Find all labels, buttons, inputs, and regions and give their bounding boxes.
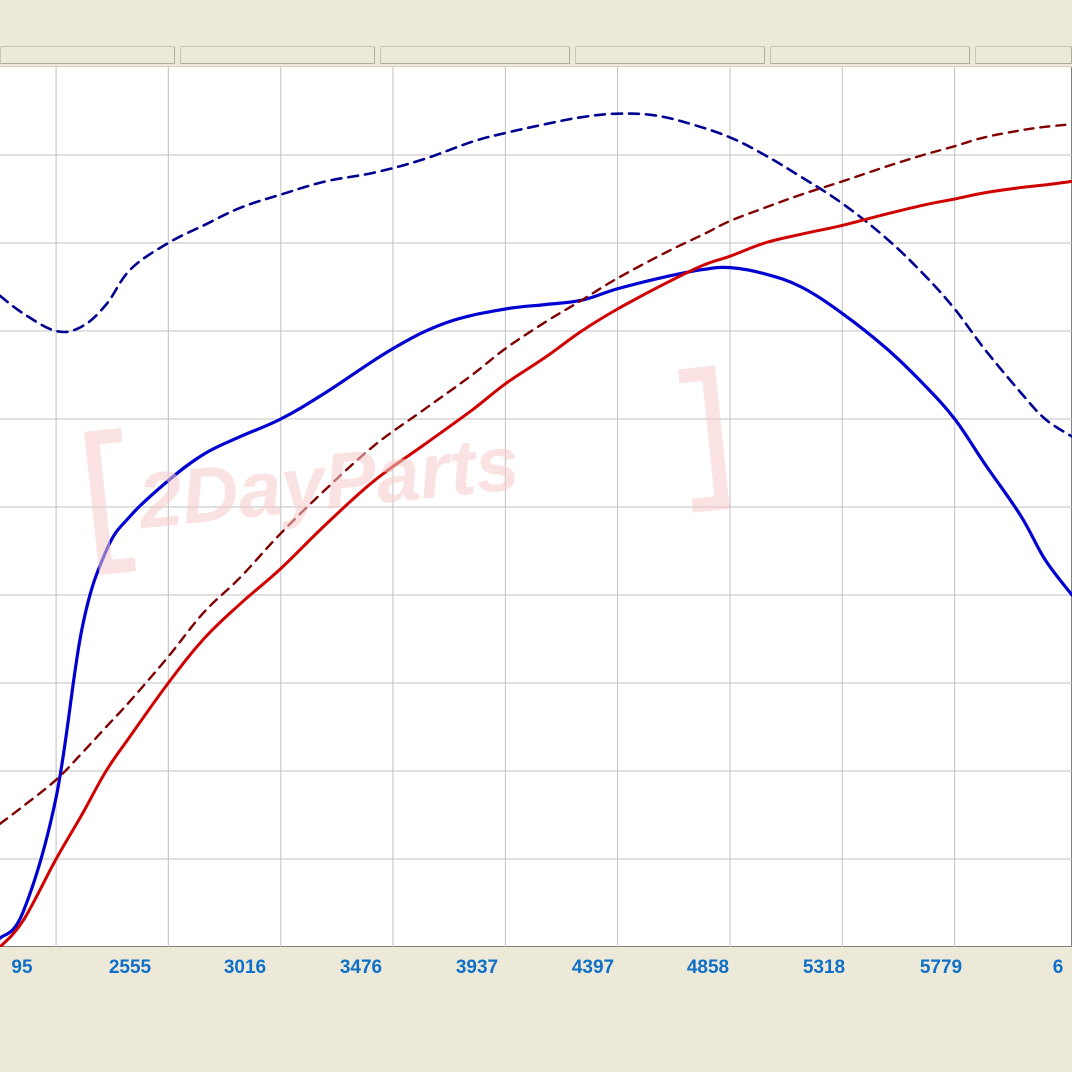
toolbar-button[interactable] (575, 46, 765, 64)
x-tick-label: 3476 (340, 957, 382, 979)
x-tick-label: 6 (1053, 957, 1064, 979)
toolbar-button[interactable] (0, 46, 175, 64)
plot-surface: 2DayParts (0, 67, 1072, 947)
chart-svg (0, 67, 1072, 947)
toolbar-button[interactable] (770, 46, 970, 64)
x-tick-label: 3016 (224, 957, 266, 979)
toolbar-button[interactable] (975, 46, 1072, 64)
series-blue_solid (0, 267, 1072, 938)
chart-area: 2DayParts 95 2555 3016 3476 3937 4397 4858 5318… (0, 67, 1072, 1072)
toolbar-button[interactable] (180, 46, 375, 64)
x-tick-label: 5318 (803, 957, 845, 979)
toolbar (0, 0, 1072, 67)
x-tick-label: 5779 (920, 957, 962, 979)
series-red_solid (0, 181, 1072, 947)
toolbar-button[interactable] (380, 46, 570, 64)
x-tick-label: 4397 (572, 957, 614, 979)
window-frame: 2DayParts 95 2555 3016 3476 3937 4397 4858 5318… (0, 0, 1072, 1072)
series-blue_dashed (0, 114, 1072, 437)
x-tick-label: 2555 (109, 957, 151, 979)
x-tick-label: 4858 (687, 957, 729, 979)
series-red_dashed (0, 124, 1072, 824)
x-tick-label: 3937 (456, 957, 498, 979)
x-tick-label: 95 (11, 957, 32, 979)
